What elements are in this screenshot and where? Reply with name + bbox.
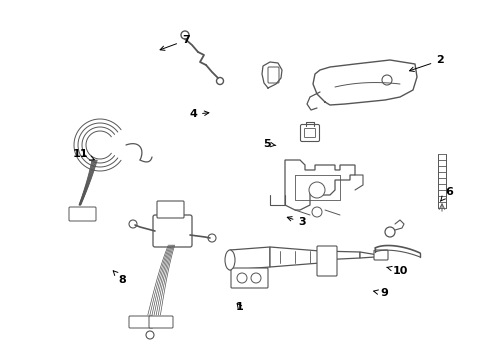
- Text: 10: 10: [386, 266, 407, 276]
- Polygon shape: [319, 251, 359, 260]
- Polygon shape: [269, 247, 319, 267]
- Circle shape: [181, 31, 189, 39]
- FancyBboxPatch shape: [149, 316, 173, 328]
- FancyBboxPatch shape: [129, 316, 153, 328]
- Circle shape: [384, 227, 394, 237]
- FancyBboxPatch shape: [267, 67, 279, 83]
- Polygon shape: [285, 160, 354, 210]
- Polygon shape: [359, 252, 377, 258]
- FancyBboxPatch shape: [316, 246, 336, 276]
- Circle shape: [308, 182, 325, 198]
- Text: 2: 2: [408, 55, 443, 71]
- FancyBboxPatch shape: [230, 268, 267, 288]
- Circle shape: [207, 234, 216, 242]
- Circle shape: [381, 75, 391, 85]
- Text: 3: 3: [286, 217, 305, 228]
- Circle shape: [250, 273, 261, 283]
- FancyBboxPatch shape: [373, 250, 387, 260]
- Ellipse shape: [224, 250, 235, 270]
- FancyBboxPatch shape: [153, 215, 192, 247]
- Circle shape: [216, 77, 223, 85]
- Text: 5: 5: [262, 139, 275, 149]
- FancyBboxPatch shape: [69, 207, 96, 221]
- Text: 8: 8: [113, 271, 126, 285]
- Text: 1: 1: [235, 302, 243, 312]
- Circle shape: [129, 220, 137, 228]
- Text: 6: 6: [439, 186, 452, 201]
- Text: 4: 4: [189, 109, 208, 120]
- Polygon shape: [229, 247, 269, 270]
- FancyBboxPatch shape: [300, 125, 319, 141]
- Text: 9: 9: [373, 288, 387, 298]
- Text: 11: 11: [73, 149, 94, 160]
- Circle shape: [237, 273, 246, 283]
- Circle shape: [146, 331, 154, 339]
- FancyBboxPatch shape: [157, 201, 183, 218]
- FancyBboxPatch shape: [304, 129, 315, 138]
- Circle shape: [311, 207, 321, 217]
- Text: 7: 7: [160, 35, 189, 50]
